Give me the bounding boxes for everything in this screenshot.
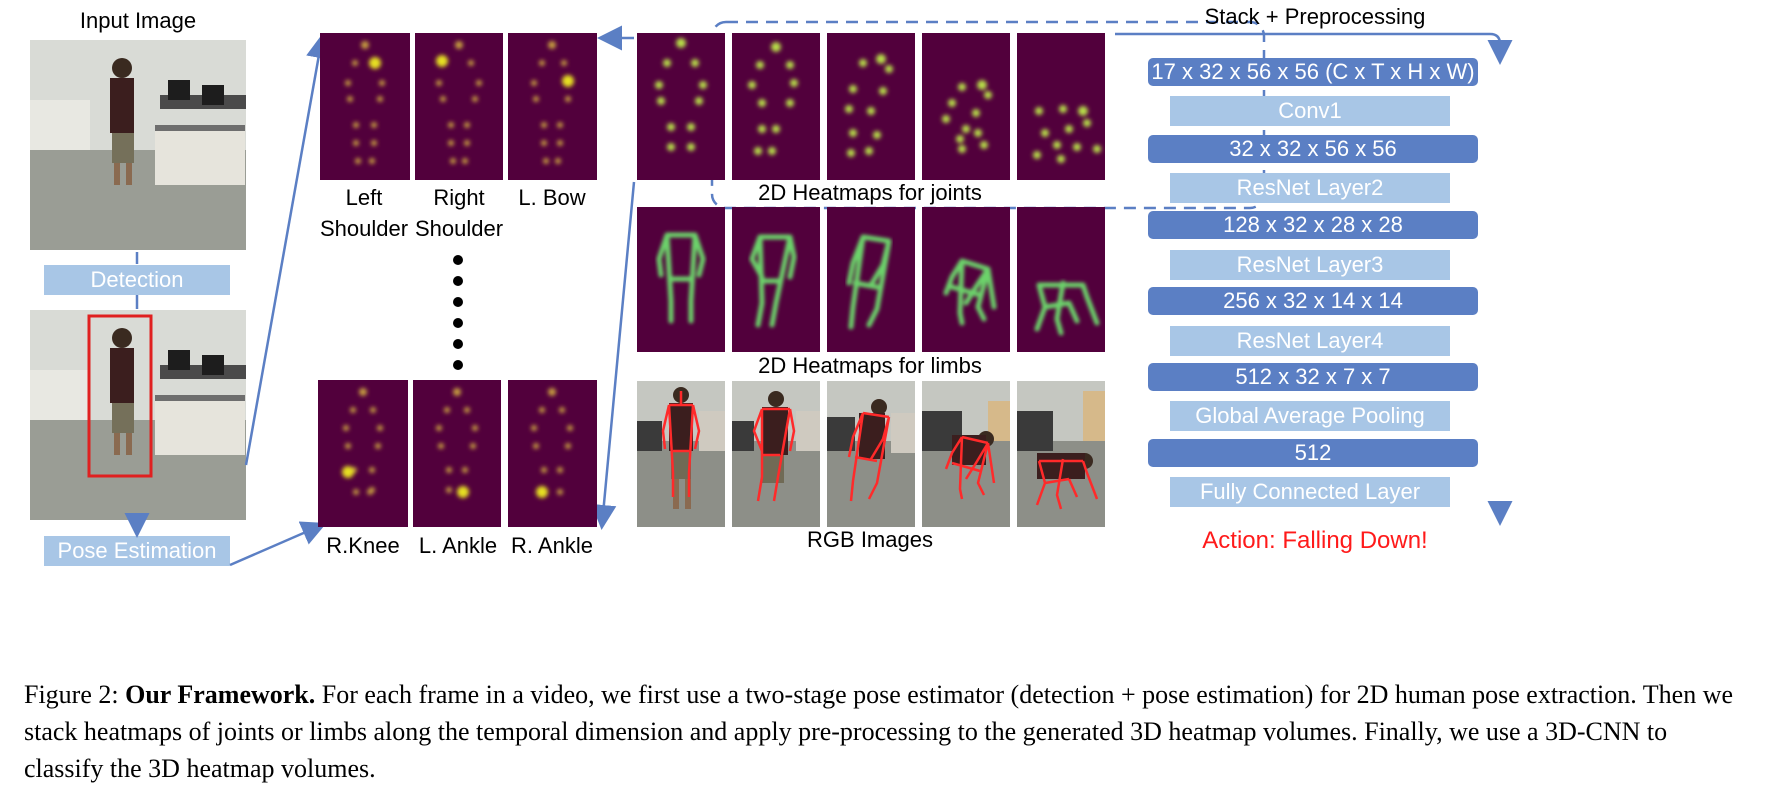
tile-label-right-shoulder-line2: Shoulder <box>414 216 504 241</box>
tensor-pooled: 512 <box>1148 439 1478 467</box>
tile-label-right-knee: R.Knee <box>326 533 400 558</box>
tile-label-left-elbow-line1: L. Bow <box>518 185 586 210</box>
caption-text: For each frame in a video, we first use … <box>24 680 1734 783</box>
tensor-input: 17 x 32 x 56 x 56 (C x T x H x W) <box>1148 58 1478 86</box>
tile-label-right-ankle: R. Ankle <box>511 533 593 558</box>
rgb-frame-1 <box>637 381 725 527</box>
joint-heatmap-right-ankle <box>508 380 597 527</box>
detected-photo <box>30 310 246 520</box>
heatmaps-limbs-label: 2D Heatmaps for limbs <box>758 353 982 378</box>
joint-heatmap-left-shoulder <box>320 33 410 180</box>
joint-heatmap-left-ankle <box>413 380 501 527</box>
joint-heatmap-frame-5 <box>1017 33 1105 180</box>
layer-resnet4: ResNet Layer4 <box>1170 326 1450 356</box>
joint-heatmap-frame-2 <box>732 33 820 180</box>
rgb-frame-2 <box>732 381 820 527</box>
action-prediction: Action: Falling Down! <box>1202 527 1428 554</box>
tensor-layer4-out: 512 x 32 x 7 x 7 <box>1148 363 1478 391</box>
joint-heatmap-left-elbow <box>508 33 597 180</box>
tensor-layer3-out: 256 x 32 x 14 x 14 <box>1148 287 1478 315</box>
input-image-title: Input Image <box>79 8 197 33</box>
caption-title: Our Framework. <box>125 680 316 709</box>
rgb-frame-3 <box>827 381 915 527</box>
limb-heatmap-frame-5 <box>1017 207 1105 352</box>
limb-heatmap-frame-1 <box>637 207 725 352</box>
joint-heatmap-frame-1 <box>637 33 725 180</box>
tile-label-left-ankle: L. Ankle <box>418 533 498 558</box>
pose-estimation-box: Pose Estimation <box>44 536 230 566</box>
layer-conv1: Conv1 <box>1170 96 1450 126</box>
tile-label-right-shoulder-line1: Right <box>433 185 485 210</box>
heatmaps-joints-label: 2D Heatmaps for joints <box>758 180 982 205</box>
limb-heatmap-frame-4 <box>922 207 1010 352</box>
rgb-images-label: RGB Images <box>807 527 933 552</box>
detection-bounding-box <box>87 314 153 478</box>
layer-resnet2: ResNet Layer2 <box>1170 173 1450 203</box>
detection-box: Detection <box>44 265 230 295</box>
tile-label-left-shoulder-line1: Left <box>345 185 383 210</box>
joint-heatmap-frame-4 <box>922 33 1010 180</box>
joint-heatmap-right-shoulder <box>415 33 503 180</box>
rgb-frame-4 <box>922 381 1010 527</box>
caption-figure-label: Figure 2: <box>24 680 119 709</box>
limb-heatmap-frame-3 <box>827 207 915 352</box>
tile-label-left-elbow: L. Bow <box>504 182 600 213</box>
stack-preprocessing-title: Stack + Preprocessing <box>1204 4 1426 29</box>
layer-global-avg-pool: Global Average Pooling <box>1170 401 1450 431</box>
limb-heatmap-frame-2 <box>732 207 820 352</box>
tile-label-right-shoulder: Right Shoulder <box>411 182 507 244</box>
layer-fully-connected: Fully Connected Layer <box>1170 477 1450 507</box>
joint-heatmap-right-knee <box>318 380 408 527</box>
tensor-conv1-out: 32 x 32 x 56 x 56 <box>1148 135 1478 163</box>
input-photo <box>30 40 246 250</box>
layer-resnet3: ResNet Layer3 <box>1170 250 1450 280</box>
joint-heatmap-frame-3 <box>827 33 915 180</box>
tensor-layer2-out: 128 x 32 x 28 x 28 <box>1148 211 1478 239</box>
tile-label-left-shoulder: Left Shoulder <box>316 182 412 244</box>
rgb-frame-5 <box>1017 381 1105 527</box>
figure-caption: Figure 2: Our Framework. For each frame … <box>24 676 1744 787</box>
tile-label-left-shoulder-line2: Shoulder <box>319 216 409 241</box>
